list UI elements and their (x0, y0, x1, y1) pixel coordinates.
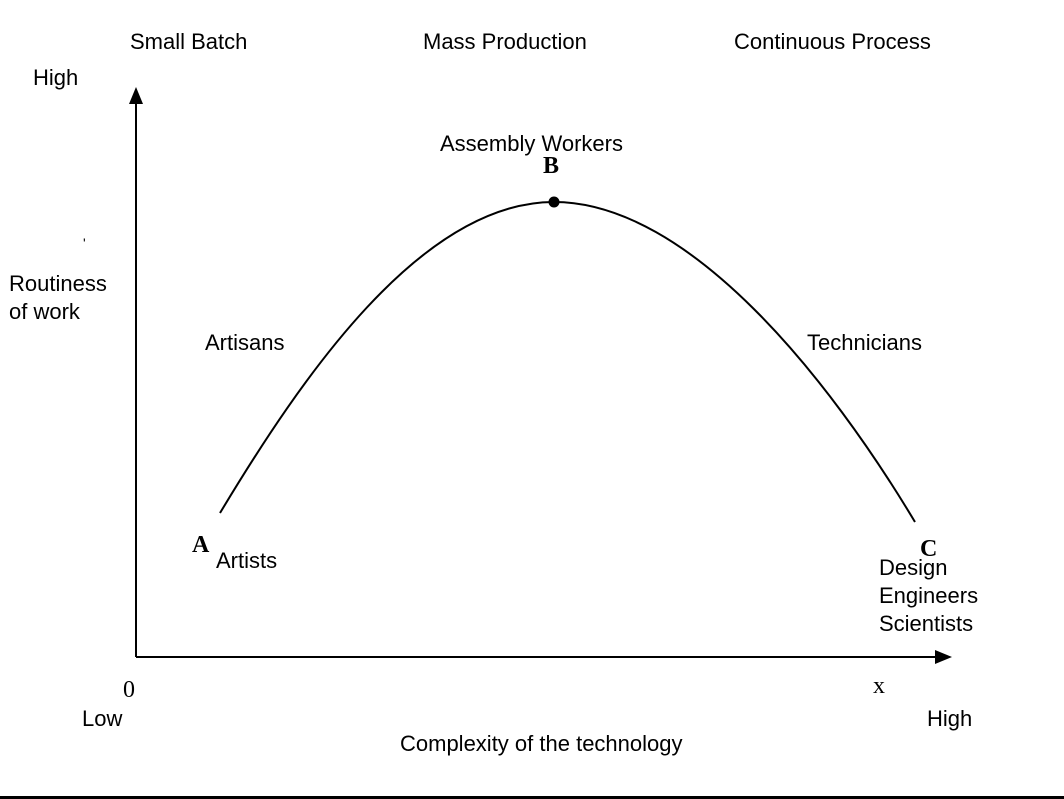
y-axis-label-line1: Routiness (9, 271, 107, 296)
y-axis-arrowhead (129, 87, 143, 104)
y-axis-high-label: High (33, 65, 79, 90)
bottom-border-rule (0, 796, 1064, 799)
stray-mark: ' (83, 235, 86, 251)
x-axis-low-label: Low (82, 706, 123, 731)
point-c-label-line1: Design (879, 555, 948, 580)
point-a-label: Artists (216, 548, 278, 573)
point-b-label: Assembly Workers (440, 131, 623, 156)
origin-label: 0 (123, 677, 135, 703)
point-c-letter: C (920, 536, 938, 562)
routineness-curve (219, 200, 916, 523)
column-small-batch: Small Batch (130, 29, 248, 54)
point-b-letter: B (543, 153, 560, 179)
technicians-label: Technicians (807, 330, 922, 355)
column-mass-production: Mass Production (423, 29, 587, 54)
x-axis-end-label: x (873, 673, 885, 699)
y-axis-label-line2: of work (9, 299, 80, 324)
point-c-label-line2: Engineers (879, 583, 979, 608)
peak-point-b (548, 196, 560, 208)
point-a-letter: A (192, 532, 210, 558)
artisans-label: Artisans (205, 330, 285, 355)
x-axis-high-label: High (927, 706, 973, 731)
point-c-label-line3: Scientists (879, 611, 974, 636)
column-continuous-process: Continuous Process (734, 29, 931, 54)
x-axis-arrowhead (935, 650, 952, 664)
x-axis-title: Complexity of the technology (400, 731, 683, 756)
